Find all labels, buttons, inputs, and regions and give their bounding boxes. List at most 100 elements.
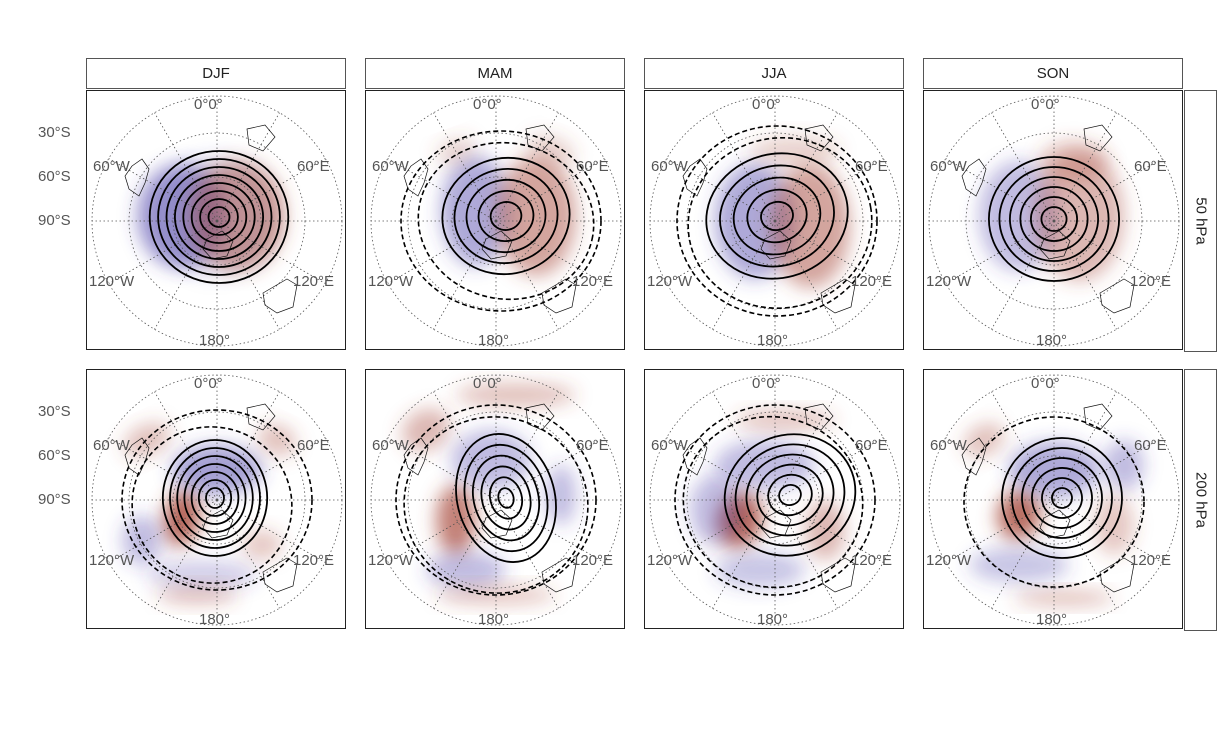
positive-contour-0: [489, 201, 523, 231]
meridian-line: [495, 112, 559, 222]
meridian-line: [216, 220, 326, 284]
longitude-label-lower-right: 120°E: [293, 273, 334, 290]
positive-contour-0: [760, 200, 794, 232]
polar-map: 0°0° 60°W 60°E 120°W 120°E 180°: [89, 374, 343, 628]
longitude-label-lower-left: 120°W: [647, 273, 693, 290]
meridian-line: [666, 499, 776, 563]
meridian-line: [108, 437, 218, 501]
shaded-anomaly-2: [963, 422, 1005, 458]
positive-contour-2: [1019, 186, 1089, 252]
longitude-label-top: 0°0°: [473, 96, 502, 113]
meridian-line: [1053, 499, 1163, 563]
meridian-line: [1053, 437, 1163, 501]
meridian-line: [387, 158, 497, 222]
coastline: [961, 124, 1135, 314]
negative-contour-0: [400, 130, 602, 312]
positive-contour-1: [1041, 477, 1083, 519]
meridian-line: [495, 391, 559, 501]
shaded-anomaly-3: [690, 475, 740, 545]
meridian-line: [774, 220, 884, 284]
positive-contour-1: [199, 198, 239, 236]
shaded-anomaly-6: [147, 560, 257, 590]
positive-contour-0: [778, 483, 802, 507]
positive-contour-1: [488, 476, 524, 520]
map-panel-mam-200hpa: 0°0° 60°W 60°E 120°W 120°E 180°: [365, 369, 625, 629]
longitude-label-upper-left: 60°W: [930, 158, 968, 175]
meridian-line: [495, 499, 605, 563]
longitude-label-upper-left: 60°W: [372, 437, 410, 454]
map-panel-mam-50hpa: 0°0° 60°W 60°E 120°W 120°E 180°: [365, 90, 625, 350]
meridian-line: [154, 499, 218, 609]
meridian-line: [216, 499, 280, 609]
longitude-label-lower-left: 120°W: [647, 552, 693, 569]
positive-contour-3: [745, 453, 835, 537]
longitude-label-top: 0°0°: [752, 96, 781, 113]
positive-contour-1: [477, 190, 535, 242]
positive-contour-1: [767, 473, 813, 517]
shaded-anomaly-6: [1094, 495, 1134, 555]
meridian-line: [216, 112, 280, 222]
meridian-line: [666, 437, 776, 501]
positive-contour-2: [732, 176, 822, 256]
polar-map: 0°0° 60°W 60°E 120°W 120°E 180°: [926, 95, 1180, 349]
positive-contour-2: [190, 190, 248, 244]
meridian-line: [495, 158, 605, 222]
row-header-200hpa-label: 200 hPa: [1192, 472, 1209, 528]
meridian-line: [108, 499, 218, 563]
meridian-line: [1053, 158, 1163, 222]
longitude-label-lower-left: 120°W: [89, 552, 135, 569]
longitude-label-bottom: 180°: [199, 611, 230, 628]
longitude-label-upper-left: 60°W: [93, 158, 131, 175]
map-panel-djf-50hpa: 0°0° 60°W 60°E 120°W 120°E 180°: [86, 90, 346, 350]
meridian-line: [774, 391, 838, 501]
map-panel-son-200hpa: 0°0° 60°W 60°E 120°W 120°E 180°: [923, 369, 1183, 629]
meridian-line: [387, 220, 497, 284]
longitude-label-bottom: 180°: [1036, 611, 1067, 628]
meridian-line: [666, 220, 776, 284]
shaded-anomaly-7: [157, 585, 237, 605]
longitude-label-upper-left: 60°W: [651, 437, 689, 454]
longitude-label-upper-right: 60°E: [576, 437, 609, 454]
meridian-line: [712, 112, 776, 222]
meridian-line: [216, 220, 280, 330]
longitude-label-lower-right: 120°E: [851, 552, 892, 569]
positive-contour-0: [207, 206, 231, 228]
meridian-line: [216, 437, 326, 501]
negative-contour-0: [121, 409, 313, 591]
longitude-label-lower-left: 120°W: [926, 273, 972, 290]
meridian-line: [433, 391, 497, 501]
positive-contour-4: [705, 152, 849, 280]
coastline: [403, 403, 577, 593]
meridian-line: [495, 220, 605, 284]
longitude-label-upper-left: 60°W: [651, 158, 689, 175]
positive-contour-3: [453, 167, 559, 265]
negative-contour-1: [403, 416, 589, 594]
positive-contour-5: [455, 433, 557, 563]
meridian-line: [1053, 391, 1117, 501]
shaded-anomaly-3: [257, 423, 297, 457]
positive-contour-5: [723, 433, 857, 557]
shaded-anomaly-4: [122, 515, 162, 565]
longitude-label-upper-right: 60°E: [576, 158, 609, 175]
positive-contour-6: [161, 439, 269, 557]
positive-contour-4: [176, 455, 254, 541]
shaded-anomaly-5: [1014, 590, 1114, 606]
polar-map: 0°0° 60°W 60°E 120°W 120°E 180°: [368, 374, 622, 628]
shaded-anomaly-1: [1034, 151, 1124, 281]
column-header-jja: JJA: [644, 58, 904, 89]
meridian-line: [108, 158, 218, 222]
shaded-anomaly-3: [1104, 440, 1144, 490]
shaded-anomaly-5: [242, 530, 282, 560]
positive-contour-1: [197, 479, 233, 517]
longitude-label-lower-left: 120°W: [89, 273, 135, 290]
positive-contour-4: [441, 156, 571, 276]
meridian-line: [945, 158, 1055, 222]
positive-contour-3: [1021, 457, 1103, 539]
negative-contour-0: [676, 125, 878, 317]
negative-contour-0: [395, 404, 597, 596]
meridian-line: [945, 499, 1055, 563]
negative-contour-1: [687, 136, 873, 310]
positive-contour-0: [497, 487, 515, 509]
shaded-anomaly-1: [172, 445, 262, 495]
meridian-line: [387, 437, 497, 501]
